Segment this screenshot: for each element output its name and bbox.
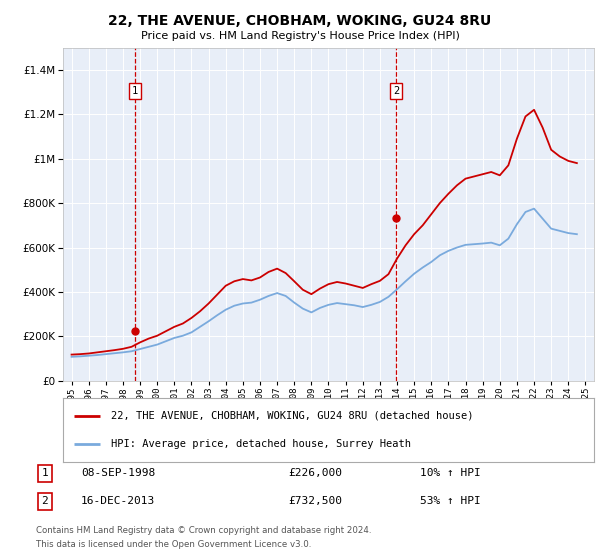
Text: This data is licensed under the Open Government Licence v3.0.: This data is licensed under the Open Gov… bbox=[36, 540, 311, 549]
Text: 16-DEC-2013: 16-DEC-2013 bbox=[81, 496, 155, 506]
Text: 08-SEP-1998: 08-SEP-1998 bbox=[81, 468, 155, 478]
Text: 1: 1 bbox=[41, 468, 49, 478]
Text: Price paid vs. HM Land Registry's House Price Index (HPI): Price paid vs. HM Land Registry's House … bbox=[140, 31, 460, 41]
Text: 2: 2 bbox=[41, 496, 49, 506]
Text: 1: 1 bbox=[131, 86, 138, 96]
Text: 22, THE AVENUE, CHOBHAM, WOKING, GU24 8RU: 22, THE AVENUE, CHOBHAM, WOKING, GU24 8R… bbox=[109, 14, 491, 28]
Text: £226,000: £226,000 bbox=[288, 468, 342, 478]
Text: HPI: Average price, detached house, Surrey Heath: HPI: Average price, detached house, Surr… bbox=[111, 439, 411, 449]
Text: Contains HM Land Registry data © Crown copyright and database right 2024.: Contains HM Land Registry data © Crown c… bbox=[36, 526, 371, 535]
Text: 2: 2 bbox=[393, 86, 400, 96]
Text: 22, THE AVENUE, CHOBHAM, WOKING, GU24 8RU (detached house): 22, THE AVENUE, CHOBHAM, WOKING, GU24 8R… bbox=[111, 410, 473, 421]
Text: 53% ↑ HPI: 53% ↑ HPI bbox=[420, 496, 481, 506]
Text: £732,500: £732,500 bbox=[288, 496, 342, 506]
Text: 10% ↑ HPI: 10% ↑ HPI bbox=[420, 468, 481, 478]
